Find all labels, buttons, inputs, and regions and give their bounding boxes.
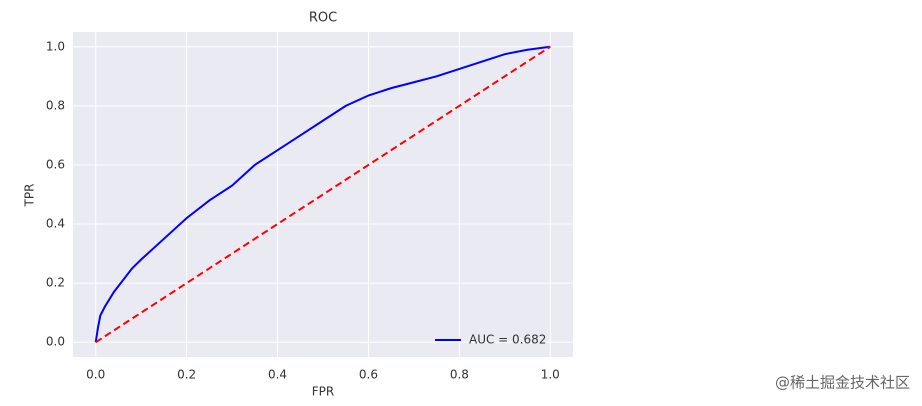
y-axis-label: TPR: [23, 184, 37, 208]
y-tick-label: 0.6: [46, 157, 65, 171]
y-tick-label: 0.4: [46, 217, 65, 231]
y-tick-label: 1.0: [46, 39, 65, 53]
x-tick-label: 0.8: [450, 368, 469, 382]
x-tick-label: 0.0: [86, 368, 105, 382]
legend-label: AUC = 0.682: [469, 333, 546, 347]
line: [94, 45, 551, 343]
y-tick-label: 0.8: [46, 98, 65, 112]
chart-title: ROC: [309, 11, 337, 26]
x-tick-label: 0.4: [268, 368, 287, 382]
watermark: @稀土掘金技术社区: [775, 374, 910, 392]
x-axis-label: FPR: [312, 385, 334, 399]
x-tick-label: 1.0: [541, 368, 560, 382]
x-tick-label: 0.2: [177, 368, 196, 382]
y-tick-label: 0.0: [46, 335, 65, 349]
y-tick-label: 0.2: [46, 276, 65, 290]
line: [95, 45, 551, 344]
x-tick-label: 0.6: [359, 368, 378, 382]
